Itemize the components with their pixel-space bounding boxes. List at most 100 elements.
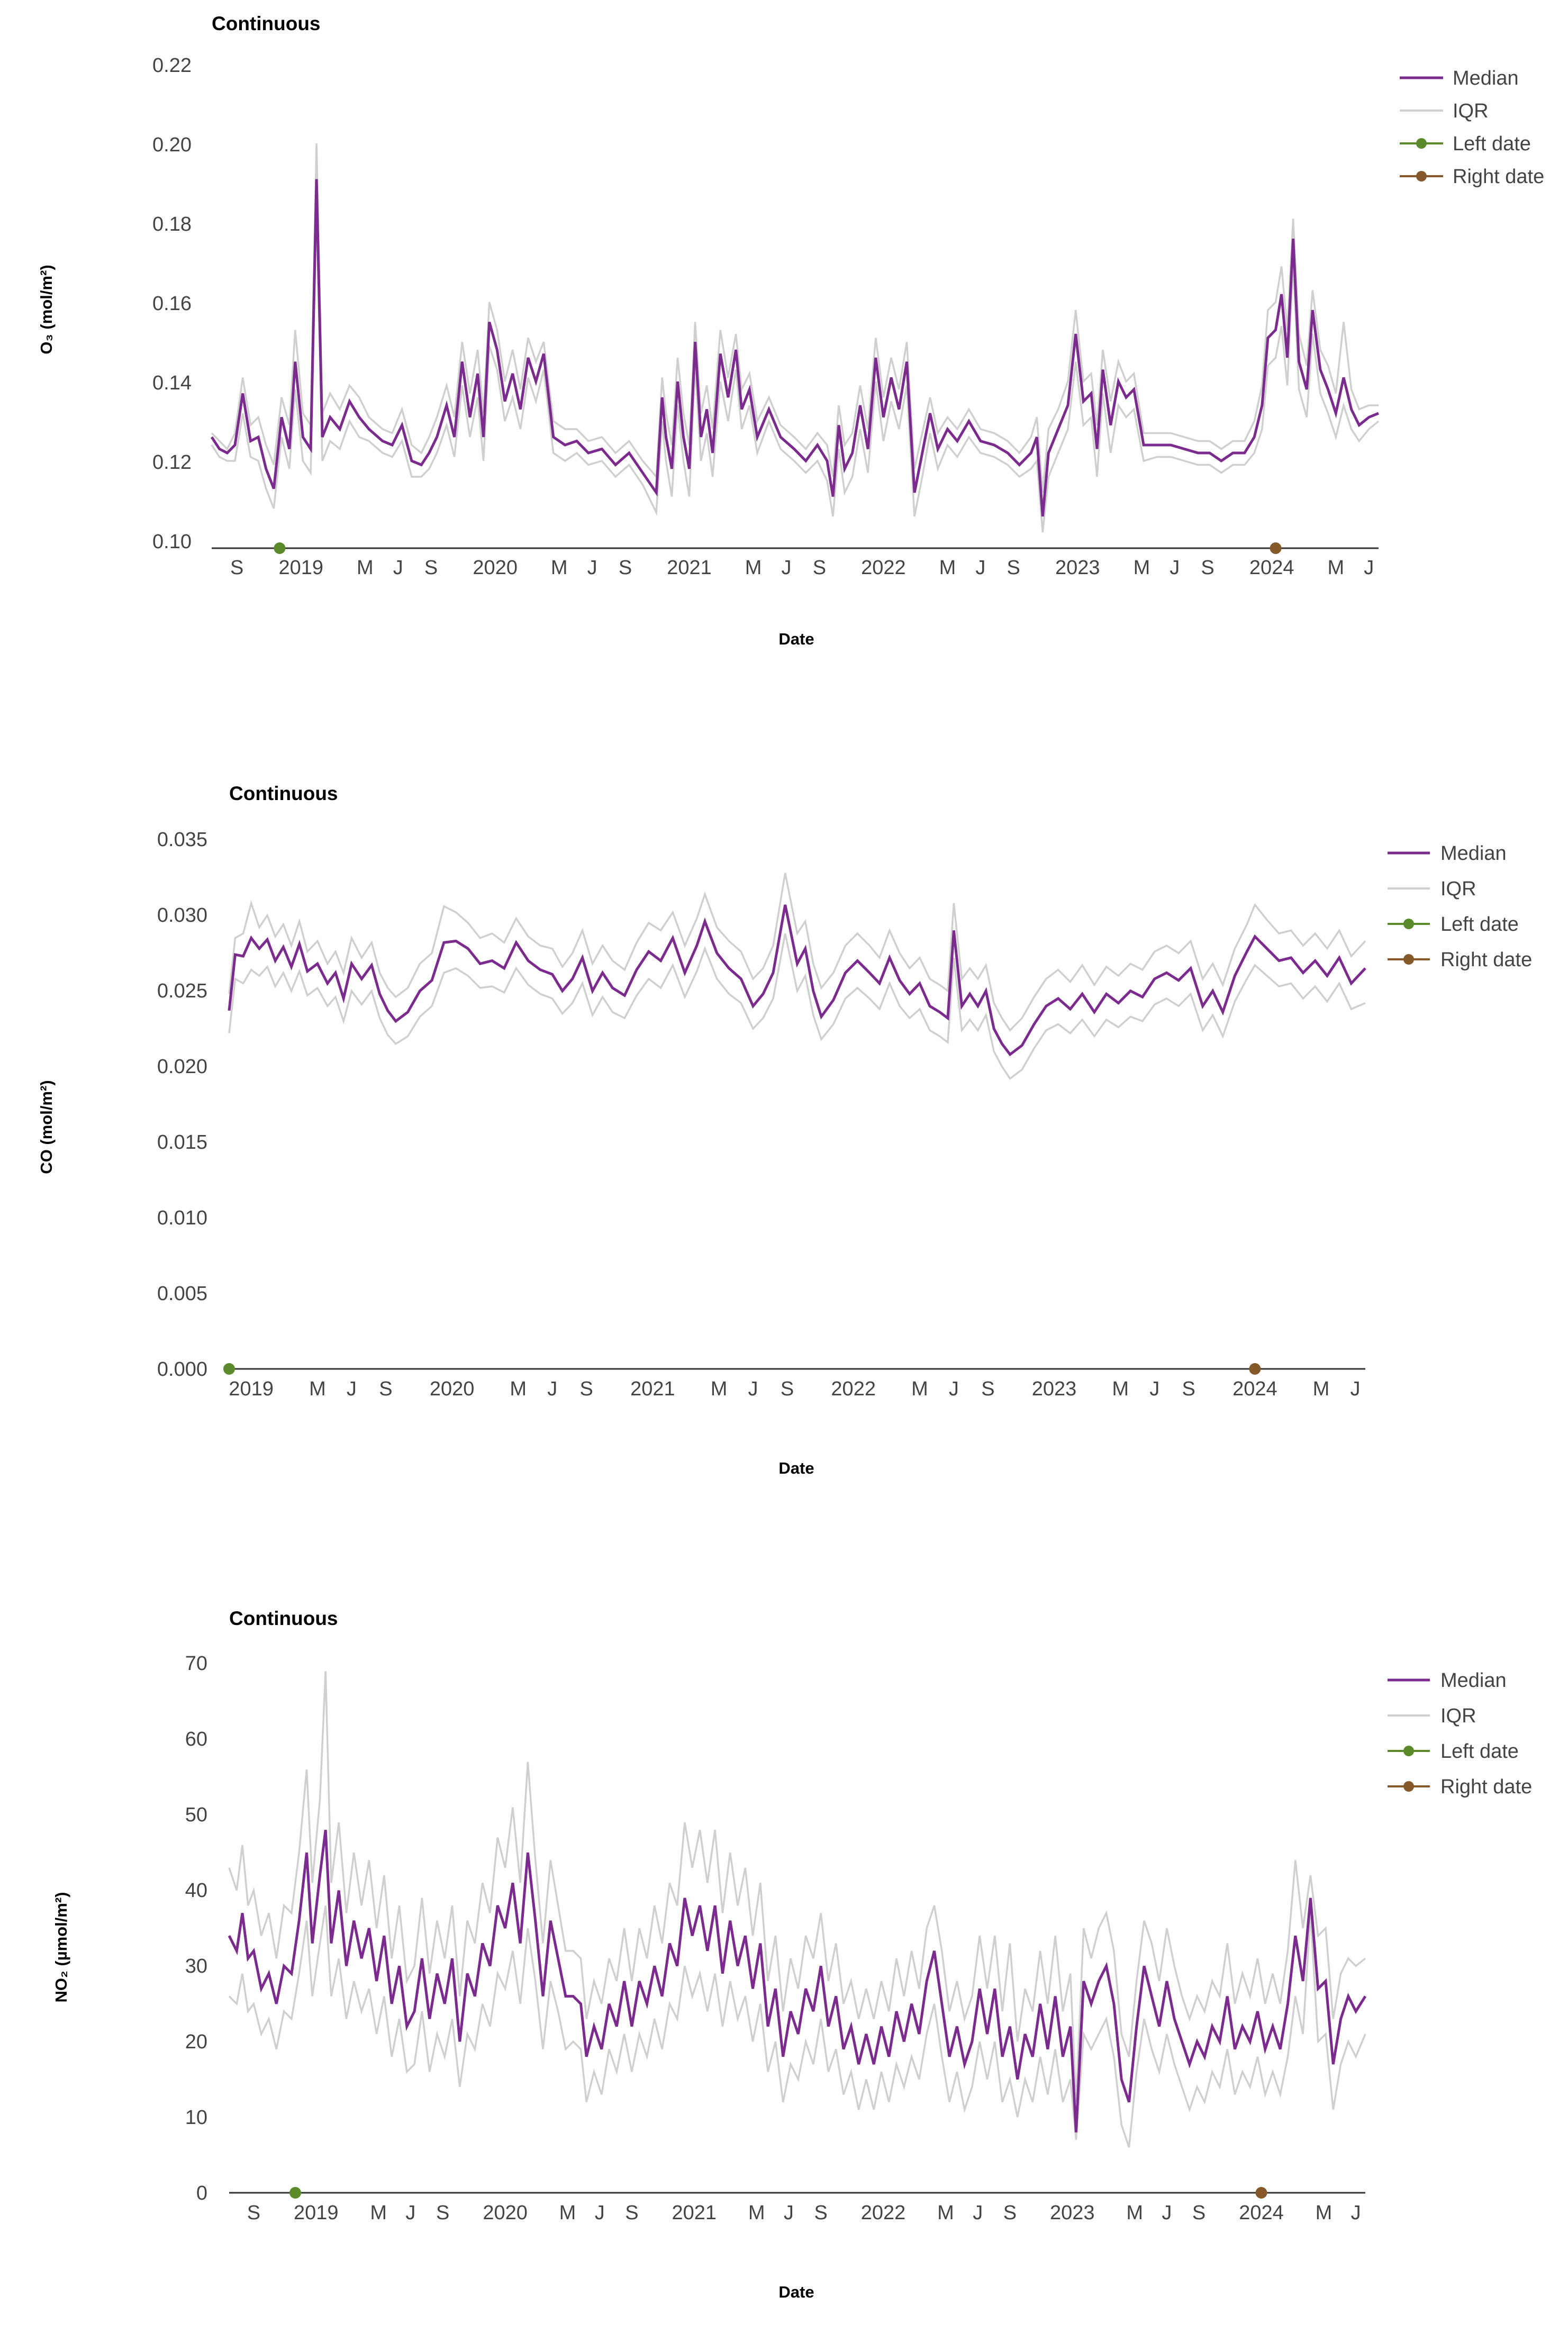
o3-x-tick-15: J <box>975 557 985 579</box>
co-legend-right-date[interactable]: Right date <box>1440 949 1532 971</box>
no2-x-tick-8: S <box>625 2202 638 2224</box>
no2-y-tick-2: 20 <box>185 2031 207 2053</box>
o3-iqr-lower-line <box>211 206 1380 533</box>
co-legend: Median IQR Left date Right date <box>1388 842 1532 971</box>
o3-median-line <box>210 179 1379 517</box>
co-legend-median[interactable]: Median <box>1440 842 1507 865</box>
no2-x-tick-19: J <box>1162 2202 1172 2224</box>
co-legend-left-date[interactable]: Left date <box>1440 913 1519 936</box>
no2-legend-median[interactable]: Median <box>1440 1669 1507 1692</box>
co-right-date-marker[interactable] <box>1249 1363 1261 1375</box>
o3-x-tick-21: 2024 <box>1249 557 1294 579</box>
co-x-tick-7: S <box>580 1378 593 1400</box>
o3-y-ticks: 0.10 0.12 0.14 0.16 0.18 0.20 0.22 <box>152 55 192 553</box>
no2-legend-right-date[interactable]: Right date <box>1440 1776 1532 1798</box>
o3-legend-iqr[interactable]: IQR <box>1453 100 1489 122</box>
o3-x-tick-10: M <box>745 557 762 579</box>
co-y-ticks: 0.000 0.005 0.010 0.015 0.020 0.025 0.03… <box>157 829 207 1381</box>
o3-chart-panel: Continuous 0.10 0.12 0.14 0.16 0.18 0.20… <box>0 0 1568 688</box>
no2-median-line <box>228 1829 1367 2132</box>
co-x-tick-15: S <box>981 1378 994 1400</box>
o3-x-tick-12: S <box>813 557 826 579</box>
co-x-tick-0: 2019 <box>229 1378 274 1400</box>
o3-x-tick-22: M <box>1327 557 1344 579</box>
no2-y-tick-4: 40 <box>185 1880 207 1902</box>
o3-right-date-marker[interactable] <box>1270 542 1282 554</box>
no2-x-tick-2: M <box>370 2202 387 2224</box>
no2-x-tick-0: S <box>247 2202 260 2224</box>
co-iqr-upper-line <box>228 873 1366 1032</box>
no2-left-date-marker[interactable] <box>289 2187 302 2199</box>
co-x-axis-label: Date <box>778 1459 814 1477</box>
co-y-tick-0: 0.000 <box>157 1358 207 1381</box>
no2-x-tick-17: 2023 <box>1050 2202 1095 2224</box>
co-x-tick-17: M <box>1112 1378 1129 1400</box>
co-x-tick-9: M <box>711 1378 728 1400</box>
o3-legend-left-dot <box>1416 138 1427 149</box>
co-chart-title: Continuous <box>229 783 338 804</box>
o3-x-tick-11: J <box>782 557 792 579</box>
co-x-tick-14: J <box>949 1378 959 1400</box>
no2-x-tick-1: 2019 <box>294 2202 339 2224</box>
o3-legend-median[interactable]: Median <box>1453 67 1519 89</box>
co-legend-left-dot <box>1403 919 1414 929</box>
no2-y-tick-3: 30 <box>185 1955 207 1977</box>
co-x-tick-4: 2020 <box>430 1378 475 1400</box>
no2-x-tick-5: 2020 <box>483 2202 528 2224</box>
co-x-tick-6: J <box>547 1378 557 1400</box>
co-x-tick-13: M <box>911 1378 928 1400</box>
no2-x-tick-12: S <box>814 2202 828 2224</box>
co-x-tick-1: M <box>309 1378 326 1400</box>
o3-y-tick-4: 0.18 <box>152 213 192 235</box>
o3-iqr-upper-line <box>211 143 1379 493</box>
co-x-tick-19: S <box>1182 1378 1195 1400</box>
o3-legend: Median IQR Left date Right date <box>1400 67 1544 188</box>
no2-x-tick-4: S <box>436 2202 449 2224</box>
co-legend-iqr[interactable]: IQR <box>1440 878 1476 900</box>
o3-left-date-marker[interactable] <box>274 542 286 554</box>
co-left-date-marker[interactable] <box>223 1363 235 1375</box>
no2-chart: Continuous 0 10 20 30 40 50 60 70 NO₂ (µ… <box>52 1608 1532 2301</box>
no2-x-tick-23: J <box>1351 2202 1361 2224</box>
co-y-tick-3: 0.015 <box>157 1131 207 1154</box>
no2-x-axis-label: Date <box>778 2283 814 2301</box>
o3-x-tick-4: S <box>424 557 438 579</box>
no2-y-axis-label: NO₂ (µmol/m²) <box>52 1892 70 2002</box>
o3-legend-left-date[interactable]: Left date <box>1453 133 1531 155</box>
o3-legend-right-date[interactable]: Right date <box>1453 166 1544 188</box>
no2-x-tick-9: 2021 <box>672 2202 717 2224</box>
co-x-tick-12: 2022 <box>831 1378 876 1400</box>
no2-x-tick-13: 2022 <box>861 2202 906 2224</box>
co-x-tick-22: J <box>1351 1378 1361 1400</box>
no2-y-tick-1: 10 <box>185 2107 207 2129</box>
no2-x-tick-15: J <box>973 2202 983 2224</box>
no2-legend-iqr[interactable]: IQR <box>1440 1705 1476 1727</box>
o3-x-ticks: S 2019 M J S 2020 M J S 2021 M J S 2022 M J S 2023 M J S 2024… <box>230 557 1374 579</box>
no2-y-ticks: 0 10 20 30 40 50 60 70 <box>185 1653 207 2204</box>
o3-x-tick-0: S <box>230 557 243 579</box>
no2-y-tick-0: 0 <box>196 2182 207 2204</box>
no2-x-tick-21: 2024 <box>1239 2202 1284 2224</box>
co-y-tick-2: 0.010 <box>157 1207 207 1229</box>
o3-chart-title: Continuous <box>212 13 321 34</box>
no2-right-date-marker[interactable] <box>1255 2187 1267 2199</box>
co-y-tick-6: 0.030 <box>157 904 207 927</box>
o3-legend-right-dot <box>1416 171 1427 181</box>
no2-chart-panel: Continuous 0 10 20 30 40 50 60 70 NO₂ (µ… <box>0 1513 1568 2333</box>
o3-y-tick-1: 0.12 <box>152 451 192 474</box>
no2-x-tick-3: J <box>405 2202 415 2224</box>
co-x-tick-2: J <box>347 1378 357 1400</box>
o3-y-tick-5: 0.20 <box>152 134 192 156</box>
co-chart: Continuous 0.000 0.005 0.010 0.015 0.020… <box>37 783 1532 1477</box>
o3-x-tick-13: 2022 <box>861 557 906 579</box>
no2-x-tick-18: M <box>1126 2202 1143 2224</box>
no2-x-tick-7: J <box>595 2202 605 2224</box>
o3-x-axis-label: Date <box>778 630 814 648</box>
co-y-tick-4: 0.020 <box>157 1056 207 1078</box>
no2-x-tick-14: M <box>937 2202 954 2224</box>
o3-x-tick-6: M <box>551 557 568 579</box>
o3-x-tick-18: M <box>1134 557 1150 579</box>
co-y-axis-label: CO (mol/m²) <box>37 1080 56 1174</box>
no2-legend-left-date[interactable]: Left date <box>1440 1740 1519 1763</box>
co-x-tick-5: M <box>510 1378 527 1400</box>
